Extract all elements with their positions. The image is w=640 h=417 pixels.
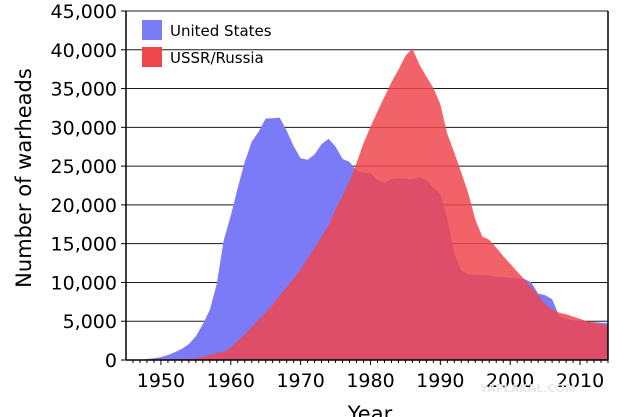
y-tick-label: 15,000	[51, 234, 117, 256]
y-tick-labels: 0 5,000 10,000 15,000 20,000 25,000 30,000 35,0…	[51, 1, 117, 372]
x-tick-label: 1990	[416, 370, 464, 392]
y-tick-label: 5,000	[63, 311, 117, 333]
y-axis-title: Number of warheads	[12, 68, 36, 288]
y-tick-label: 20,000	[51, 195, 117, 217]
x-tick-label: 1980	[346, 370, 394, 392]
y-tick-label: 40,000	[51, 40, 117, 62]
x-tick-label: 1970	[276, 370, 324, 392]
y-tick-label: 45,000	[51, 1, 117, 23]
legend-label: United States	[170, 22, 272, 40]
legend-label: USSR/Russia	[170, 49, 264, 67]
legend-swatch	[142, 20, 162, 40]
x-tick-label: 2000	[486, 370, 534, 392]
x-axis-title: Year	[347, 402, 393, 417]
legend: United States USSR/Russia	[142, 20, 272, 67]
area-ussr-russia	[126, 48, 608, 360]
y-tick-label: 25,000	[51, 156, 117, 178]
y-tick-label: 30,000	[51, 117, 117, 139]
x-tick-label: 2010	[556, 370, 604, 392]
watermark-text: YAPLAKAL.COM	[479, 382, 576, 395]
axes	[121, 10, 609, 365]
y-tick-label: 10,000	[51, 272, 117, 294]
y-tick-label: 35,000	[51, 79, 117, 101]
legend-swatch	[142, 47, 162, 67]
series-areas	[126, 48, 608, 360]
y-tick-label: 0	[105, 350, 117, 372]
x-tick-labels: 1950 1960 1970 1980 1990 2000 2010	[137, 370, 604, 392]
x-tick-label: 1960	[207, 370, 255, 392]
x-tick-label: 1950	[137, 370, 185, 392]
